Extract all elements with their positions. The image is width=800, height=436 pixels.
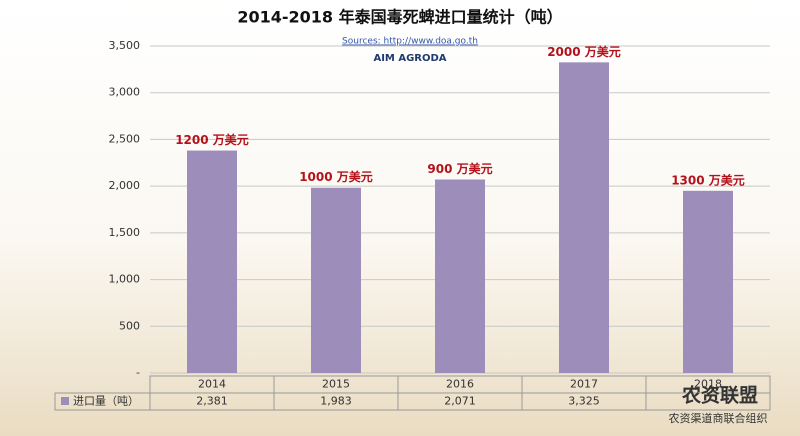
table-value: 2,071: [444, 395, 476, 408]
bar: [187, 150, 237, 373]
legend-swatch: [61, 397, 69, 405]
value-annotation: 1300 万美元: [671, 172, 745, 187]
logo: AIM AGRODA: [373, 53, 446, 64]
table-value: 3,325: [568, 395, 600, 408]
chart-title: 2014-2018 年泰国毒死蜱进口量统计（吨）: [237, 8, 562, 27]
y-tick-label: 3,500: [109, 39, 141, 52]
y-tick-label: 1,500: [109, 226, 141, 239]
x-tick-label: 2014: [198, 378, 226, 391]
x-tick-label: 2015: [322, 378, 350, 391]
y-tick-label: 2,500: [109, 132, 141, 145]
table-value: 1,983: [320, 395, 352, 408]
legend-label: 进口量（吨）: [73, 395, 139, 408]
value-annotation: 1200 万美元: [175, 132, 249, 147]
watermark-subtitle: 农资渠道商联合组织: [669, 411, 768, 425]
bar: [559, 62, 609, 373]
x-tick-label: 2018: [694, 378, 722, 391]
table-value: 2,381: [196, 395, 228, 408]
value-annotation: 900 万美元: [427, 161, 492, 176]
y-tick-label: 2,000: [109, 179, 141, 192]
value-annotation: 1000 万美元: [299, 169, 373, 184]
value-annotation: 2000 万美元: [547, 44, 621, 59]
bar: [435, 179, 485, 373]
x-tick-label: 2016: [446, 378, 474, 391]
x-tick-label: 2017: [570, 378, 598, 391]
bar: [683, 190, 733, 373]
watermark-title: 农资联盟: [681, 384, 758, 407]
source: Sources: http://www.doa.go.th: [342, 37, 478, 47]
bar: [311, 187, 361, 373]
y-tick-label: 3,000: [109, 86, 141, 99]
y-tick-label: 500: [119, 319, 140, 332]
y-tick-label: 1,000: [109, 273, 141, 286]
y-tick-label: -: [136, 366, 140, 379]
